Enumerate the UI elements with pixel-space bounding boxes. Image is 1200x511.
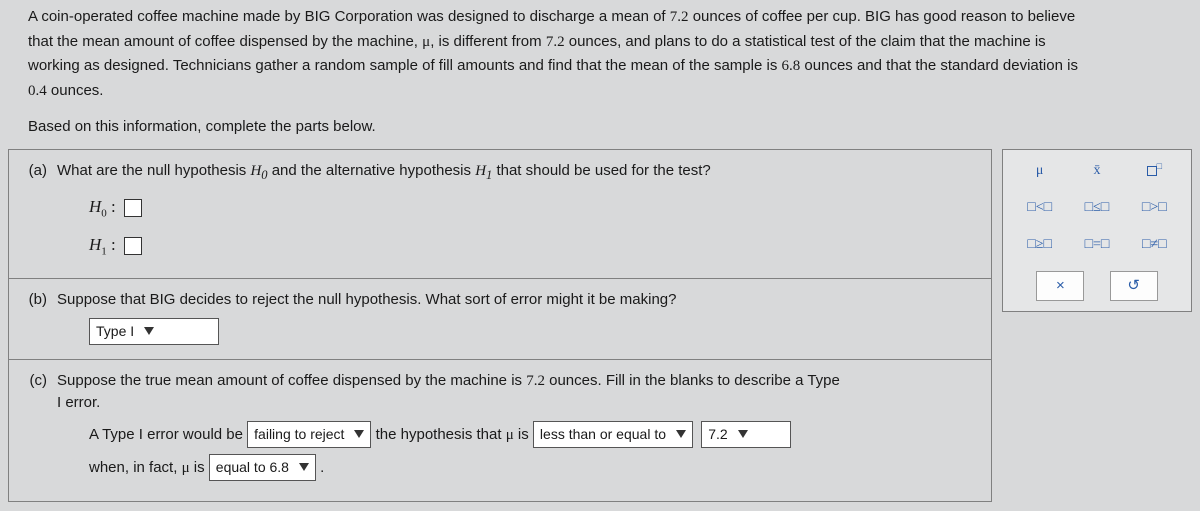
part-label-b: (b) [9, 279, 53, 359]
value-0-4: 0.4 [28, 83, 47, 99]
palette-power[interactable]: □ [1128, 160, 1180, 182]
intro-text: that the mean amount of coffee dispensed… [28, 33, 422, 50]
part-label-a: (a) [9, 150, 53, 279]
reset-button[interactable]: ↺ [1110, 271, 1158, 301]
symbol-palette: μ x̄ □ □<□ □≤□ □>□ □≥□ □=□ □≠□ × ↺ [1002, 149, 1192, 313]
chevron-down-icon [299, 463, 309, 471]
sentence-text: is [514, 426, 533, 443]
h1-input[interactable] [124, 237, 142, 255]
h0-input[interactable] [124, 199, 142, 217]
close-button[interactable]: × [1036, 271, 1084, 301]
question-text: that should be used for the test? [492, 162, 710, 179]
h0-row: H0 : [89, 194, 979, 222]
value-7-2: 7.2 [670, 9, 689, 25]
instruction-text: Based on this information, complete the … [28, 116, 1190, 139]
question-c: (c) Suppose the true mean amount of coff… [9, 360, 991, 501]
error-type-select[interactable]: Type I [89, 318, 219, 345]
intro-text: A coin-operated coffee machine made by B… [28, 8, 670, 25]
palette-lt[interactable]: □<□ [1014, 197, 1066, 218]
sentence-text: when, in fact, [89, 459, 182, 476]
sentence-text: is [190, 459, 209, 476]
question-text: Suppose the true mean amount of coffee d… [57, 372, 526, 389]
action-select[interactable]: failing to reject [247, 421, 371, 448]
intro-text: working as designed. Technicians gather … [28, 57, 782, 74]
h1-symbol: H1 [475, 163, 492, 179]
mu-symbol: μ [506, 427, 514, 443]
palette-eq[interactable]: □=□ [1071, 234, 1123, 255]
close-icon: × [1056, 275, 1065, 298]
intro-text: ounces. [47, 82, 104, 99]
problem-statement: A coin-operated coffee machine made by B… [0, 0, 1200, 149]
question-b: (b) Suppose that BIG decides to reject t… [9, 279, 991, 360]
question-text: I error. [57, 392, 979, 415]
value-input-1[interactable]: 7.2 [701, 421, 791, 448]
intro-text: ounces and that the standard deviation i… [800, 57, 1078, 74]
question-text: and the alternative hypothesis [268, 162, 476, 179]
h0-symbol: H0 [250, 163, 267, 179]
h1-row: H1 : [89, 232, 979, 260]
palette-ne[interactable]: □≠□ [1128, 234, 1180, 255]
chevron-down-icon [144, 327, 154, 335]
value-7-2: 7.2 [546, 34, 565, 50]
questions-panel: (a) What are the null hypothesis H0 and … [8, 149, 992, 502]
intro-text: ounces, and plans to do a statistical te… [565, 33, 1046, 50]
comparison-select[interactable]: less than or equal to [533, 421, 693, 448]
palette-le[interactable]: □≤□ [1071, 197, 1123, 218]
palette-gt[interactable]: □>□ [1128, 197, 1180, 218]
sentence-text: the hypothesis that [376, 426, 506, 443]
chevron-down-icon [738, 430, 748, 438]
sentence-text: A Type I error would be [89, 426, 247, 443]
palette-xbar[interactable]: x̄ [1071, 160, 1123, 182]
chevron-down-icon [354, 430, 364, 438]
value-6-8: 6.8 [782, 58, 801, 74]
sentence-text: . [320, 459, 324, 476]
fact-select[interactable]: equal to 6.8 [209, 454, 316, 481]
question-text: ounces. Fill in the blanks to describe a… [545, 372, 840, 389]
palette-mu[interactable]: μ [1014, 160, 1066, 182]
value-7-2: 7.2 [526, 373, 545, 389]
chevron-down-icon [676, 430, 686, 438]
mu-symbol: μ [422, 34, 430, 50]
question-text: What are the null hypothesis [57, 162, 250, 179]
reset-icon: ↺ [1127, 275, 1140, 298]
question-text: Suppose that BIG decides to reject the n… [57, 289, 979, 312]
question-a: (a) What are the null hypothesis H0 and … [9, 150, 991, 280]
mu-symbol: μ [182, 460, 190, 476]
intro-text: , is different from [430, 33, 546, 50]
intro-text: ounces of coffee per cup. BIG has good r… [689, 8, 1076, 25]
part-label-c: (c) [9, 360, 53, 501]
palette-ge[interactable]: □≥□ [1014, 234, 1066, 255]
